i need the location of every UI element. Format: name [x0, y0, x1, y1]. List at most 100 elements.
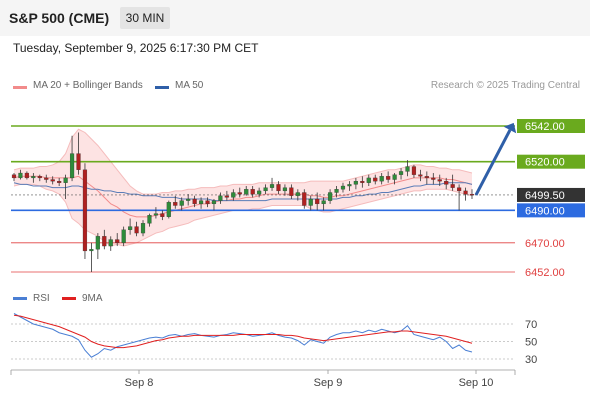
candle-body [444, 181, 449, 185]
candle-body [457, 187, 462, 192]
timeframe-button[interactable]: 30 MIN [120, 7, 170, 29]
rsi-legend-label: RSI [33, 293, 50, 304]
projection-arrow [474, 129, 512, 196]
candle-body [437, 179, 442, 182]
candle-body [108, 239, 113, 247]
candle-body [140, 223, 146, 234]
candle-body [366, 177, 371, 183]
candle-body [211, 200, 217, 205]
candle-body [347, 184, 352, 187]
rsi-ma9-line [13, 314, 473, 349]
candle-body [224, 195, 229, 198]
credit-text: Research © 2025 Trading Central [430, 80, 580, 91]
pivot-level-label: 6490.00 [525, 205, 565, 217]
candle-body [431, 177, 436, 180]
candle-body [166, 202, 171, 217]
bollinger-upper-line [13, 128, 473, 195]
ma50-legend-swatch [155, 86, 169, 89]
candle-body [102, 236, 107, 247]
candle-body [302, 192, 307, 206]
instrument-title: S&P 500 (CME) [9, 10, 110, 26]
candle-body [257, 190, 262, 195]
candle-body [11, 174, 17, 179]
support-level-label: 6452.00 [525, 267, 565, 279]
resistance-level-label: 6542.00 [525, 121, 565, 133]
candle-body [340, 185, 346, 190]
candle-body [147, 215, 152, 224]
candle-body [315, 198, 320, 205]
candle-body [31, 176, 36, 179]
candle-body [411, 166, 417, 175]
ma9-legend-swatch [62, 297, 76, 300]
candle-body [37, 176, 42, 179]
candle-body [360, 181, 365, 183]
last-price-tag [517, 187, 585, 202]
candle-body [327, 192, 333, 201]
candle-body [50, 179, 55, 182]
candle-body [379, 176, 384, 182]
candle-body [121, 229, 126, 243]
candle-body [450, 184, 455, 188]
candle-body [128, 226, 133, 230]
rsi-line [13, 313, 473, 358]
bollinger-legend-swatch [13, 86, 27, 89]
candle-body [269, 184, 275, 188]
candle-body [18, 172, 23, 179]
rsi-legend-swatch [13, 297, 27, 300]
resistance-level-tag [517, 119, 585, 133]
resistance-level-tag [517, 154, 585, 169]
candle-body [179, 200, 184, 206]
candle-body [82, 169, 88, 252]
candle-body [57, 181, 62, 183]
candle-body [95, 236, 100, 250]
ma9-legend-label: 9MA [82, 293, 103, 304]
candle-body [76, 153, 81, 170]
candle-body [418, 174, 423, 177]
candle-body [24, 172, 29, 179]
rsi-tick-label: 50 [525, 337, 537, 349]
candle-body [153, 213, 159, 216]
candle-body [424, 176, 429, 179]
candle-body [289, 187, 294, 196]
x-tick-label: Sep 10 [459, 377, 494, 389]
candle-body [334, 189, 339, 193]
candle-body [44, 177, 49, 180]
projection-arrowhead [503, 122, 517, 134]
candle-body [244, 189, 249, 195]
candle-body [186, 198, 191, 201]
candle-body [192, 198, 197, 205]
ma50-line [13, 182, 473, 202]
pivot-level-tag [517, 203, 585, 218]
candle-body [263, 187, 268, 192]
ma20-line [13, 175, 473, 218]
bollinger-band-fill [14, 129, 472, 247]
candle-body [463, 190, 468, 195]
candle-body [69, 153, 75, 179]
candle-body [63, 177, 68, 183]
candle-body [205, 200, 210, 205]
last-price-label: 6499.50 [525, 190, 565, 202]
candle-body [308, 198, 313, 206]
candle-body [218, 195, 223, 201]
candle-body [321, 200, 326, 205]
x-tick-label: Sep 9 [314, 377, 343, 389]
candle-body [134, 226, 139, 234]
candle-body [373, 177, 378, 182]
candle-body [398, 171, 404, 175]
rsi-tick-label: 70 [525, 319, 537, 331]
ma50-legend-label: MA 50 [175, 80, 204, 91]
rsi-tick-label: 30 [525, 354, 537, 366]
header-bar: S&P 500 (CME) 30 MIN [0, 0, 590, 36]
candle-body [231, 192, 236, 198]
candle-body [282, 187, 288, 192]
timestamp: Tuesday, September 9, 2025 6:17:30 PM CE… [13, 41, 259, 55]
candle-body [469, 193, 475, 196]
candle-body [276, 184, 281, 192]
x-tick-label: Sep 8 [125, 377, 154, 389]
candle-body [392, 174, 397, 180]
candle-body [173, 202, 178, 206]
candle-body [250, 189, 255, 195]
candle-body [405, 166, 410, 172]
resistance-level-label: 6520.00 [525, 157, 565, 169]
